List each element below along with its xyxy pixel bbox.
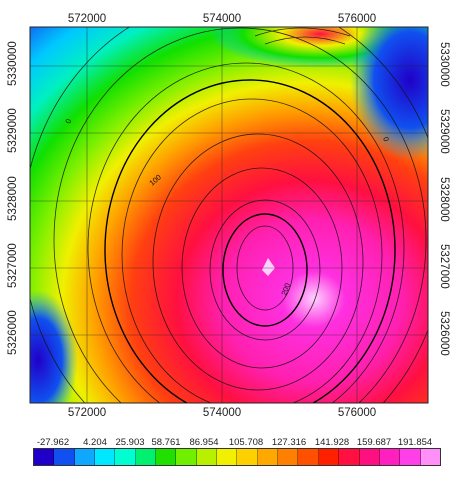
x-tick-bottom: 572000 xyxy=(67,407,107,419)
colorbar-label: 141.928 xyxy=(314,437,350,448)
x-tick-bottom: 576000 xyxy=(337,407,377,419)
colorbar-swatch xyxy=(257,449,279,465)
colorbar-label: 127.316 xyxy=(271,437,307,448)
colorbar-swatch xyxy=(400,449,421,465)
x-tick-top: 572000 xyxy=(67,13,107,25)
y-tick-left: 5329000 xyxy=(7,108,19,153)
colorbar-swatch xyxy=(176,449,197,465)
x-tick-top: 574000 xyxy=(202,13,242,25)
colorbar-swatch xyxy=(237,449,258,465)
colorbar-label: 191.854 xyxy=(397,437,433,448)
colorbar-swatch xyxy=(298,449,319,465)
right-low-area xyxy=(350,27,428,160)
colorbar-label: -27.962 xyxy=(36,437,70,448)
colorbar-label: 4.204 xyxy=(83,437,107,448)
colorbar-swatch xyxy=(379,449,401,465)
contour-label: 0 xyxy=(381,136,391,143)
y-tick-left: 5327000 xyxy=(7,243,19,288)
y-tick-right: 5330000 xyxy=(438,42,450,87)
colorbar-swatch xyxy=(54,449,75,465)
colorbar-label: 159.687 xyxy=(356,437,392,448)
colorbar-label: 25.903 xyxy=(115,437,145,448)
peak-marker xyxy=(262,258,275,276)
colorbar-swatch xyxy=(135,449,157,465)
contour-label: 200 xyxy=(279,282,292,297)
colorbar-swatch xyxy=(420,449,440,465)
colorbar xyxy=(33,448,441,466)
y-tick-left: 5330000 xyxy=(7,41,19,86)
x-tick-top: 576000 xyxy=(337,13,377,25)
y-tick-right: 5328000 xyxy=(438,177,450,222)
colorbar-label: 86.954 xyxy=(189,437,219,448)
contour-lines-bold xyxy=(104,79,396,403)
y-tick-left: 5328000 xyxy=(7,176,19,221)
left-low-area xyxy=(30,290,78,403)
colorbar-swatch xyxy=(318,449,340,465)
map-frame xyxy=(29,26,429,404)
contour-label: 0 xyxy=(63,118,73,125)
y-tick-right: 5326000 xyxy=(438,311,450,356)
y-tick-left: 5326000 xyxy=(7,310,19,355)
colorbar-swatch xyxy=(95,449,116,465)
y-tick-right: 5329000 xyxy=(438,109,450,154)
colorbar-label: 58.761 xyxy=(151,437,181,448)
colorbar-swatch xyxy=(74,449,96,465)
colorbar-swatch xyxy=(196,449,218,465)
colorbar-label: 105.708 xyxy=(228,437,264,448)
colorbar-swatch xyxy=(217,449,238,465)
colorbar-swatch xyxy=(34,449,55,465)
grid-lines xyxy=(30,27,428,403)
colorbar-swatch xyxy=(156,449,177,465)
colorbar-swatch xyxy=(359,449,380,465)
colorbar-swatch xyxy=(339,449,360,465)
colorbar-swatch xyxy=(115,449,136,465)
x-tick-bottom: 574000 xyxy=(202,407,242,419)
colorbar-swatch xyxy=(278,449,299,465)
y-tick-right: 5327000 xyxy=(438,244,450,289)
